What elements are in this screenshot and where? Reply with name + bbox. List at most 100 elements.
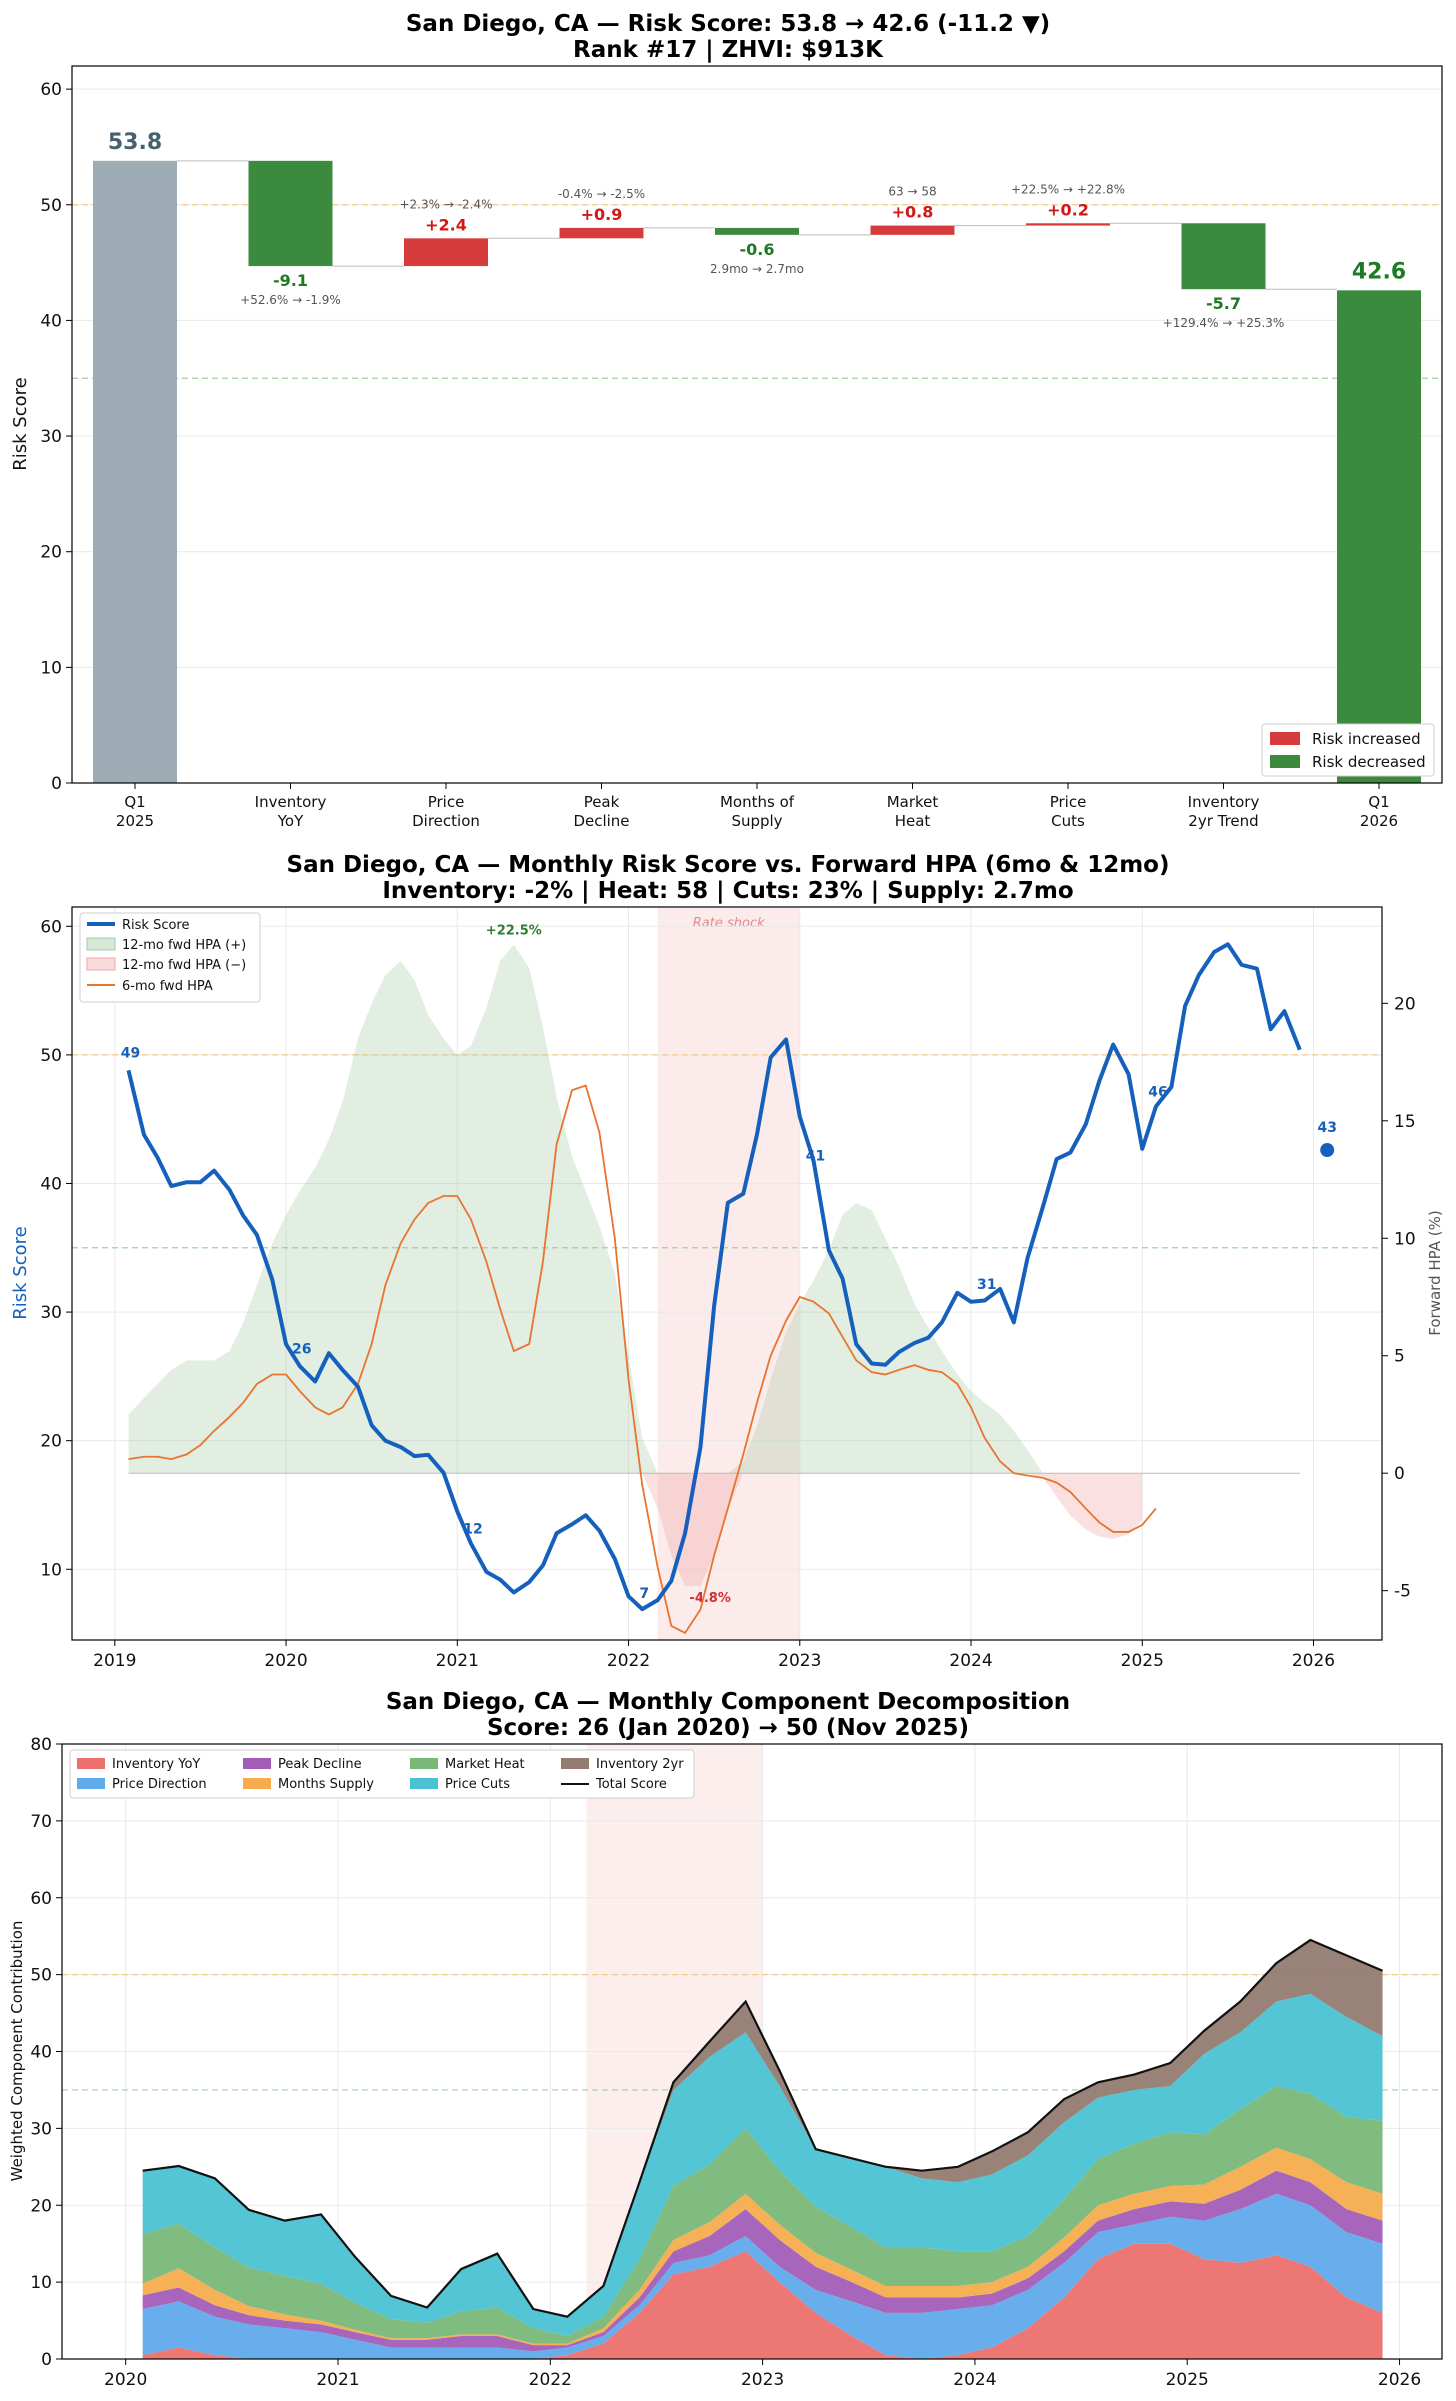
y-tick-label: 40	[40, 311, 62, 331]
x-tick-label: Market	[887, 793, 939, 811]
step-bar	[404, 238, 488, 267]
x-tick-label: Decline	[573, 812, 629, 830]
legend-swatch-inventory-2yr	[561, 1758, 589, 1769]
y-tick-label: 0	[41, 2350, 52, 2370]
x-tick-label: 2019	[93, 1651, 136, 1671]
x-tick-label: 2023	[741, 2370, 784, 2390]
y-tick-label: 10	[40, 658, 62, 678]
waterfall-legend: Risk increased Risk decreased	[1261, 723, 1435, 777]
step-bar	[1181, 223, 1266, 290]
x-tick-label: 2024	[953, 2370, 996, 2390]
step-bar	[559, 227, 644, 239]
step-delta-label: +0.2	[1047, 200, 1089, 219]
step-delta-label: +0.8	[892, 203, 934, 222]
decomposition-legend: Inventory YoY Price Direction Peak Decli…	[69, 1749, 695, 1799]
step-delta-label: -9.1	[273, 271, 308, 290]
hpa-6mo-line	[128, 1084, 1157, 1635]
risk-hpa-legend: Risk Score 12-mo fwd HPA (+) 12-mo fwd H…	[79, 912, 261, 1003]
area-price-cuts	[142, 1993, 1383, 2336]
legend-swatch-price-direction	[77, 1778, 105, 1789]
legend-label-hpa6: 6-mo fwd HPA	[122, 979, 213, 994]
y-right-tick-label: 15	[1394, 1112, 1416, 1132]
step-bar	[715, 227, 799, 235]
y-right-tick-label: -5	[1394, 1582, 1411, 1602]
x-tick-label: Inventory	[255, 793, 327, 811]
legend-swatch-inventory-yoy	[77, 1758, 105, 1769]
x-tick-label: Price	[1050, 793, 1087, 811]
step-delta-label: +0.9	[581, 205, 623, 224]
legend-label-risk: Risk Score	[122, 918, 190, 933]
risk-point-label: 7	[639, 1586, 649, 1602]
x-tick-label: YoY	[277, 812, 304, 830]
x-tick-label: 2021	[316, 2370, 359, 2390]
decomposition-plot-frame	[61, 1743, 1443, 2360]
y-tick-label: 0	[51, 774, 62, 794]
legend-label-increase: Risk increased	[1312, 730, 1421, 748]
risk-hpa-subtitle: Inventory: -2% | Heat: 58 | Cuts: 23% | …	[382, 878, 1073, 904]
y-tick-label: 50	[40, 196, 62, 216]
x-tick-label: Peak	[584, 793, 620, 811]
risk-point-label: 12	[463, 1522, 482, 1538]
legend-label-price-direction: Price Direction	[112, 1777, 207, 1792]
x-tick-label: 2022	[529, 2370, 572, 2390]
waterfall-chart: San Diego, CA — Risk Score: 53.8 → 42.6 …	[10, 11, 1443, 830]
y-tick-label: 80	[30, 1735, 52, 1755]
start-bar	[93, 160, 177, 783]
step-bar	[248, 160, 333, 267]
area-peak-decline	[142, 2170, 1383, 2352]
x-tick-label: 2025	[116, 812, 154, 830]
risk-point-label: 26	[292, 1342, 311, 1358]
decomposition-title: San Diego, CA — Monthly Component Decomp…	[386, 1689, 1070, 1715]
legend-label-peak-decline: Peak Decline	[278, 1757, 362, 1772]
risk-score-line	[126, 942, 1302, 1612]
legend-label-price-cuts: Price Cuts	[445, 1777, 510, 1792]
legend-label-months-supply: Months Supply	[278, 1777, 374, 1792]
waterfall-subtitle: Rank #17 | ZHVI: $913K	[573, 37, 884, 63]
x-tick-label: Months of	[720, 793, 795, 811]
legend-label-total: Total Score	[595, 1777, 667, 1792]
step-note: +52.6% → -1.9%	[240, 293, 341, 307]
y-tick-label: 30	[40, 427, 62, 447]
area-market-heat	[142, 2086, 1383, 2344]
x-tick-label: Q1	[124, 793, 145, 811]
x-tick-label: 2025	[1166, 2370, 1209, 2390]
y-tick-label: 60	[40, 917, 62, 937]
risk-point-label: 49	[121, 1046, 140, 1062]
total-score-line	[142, 1938, 1383, 2318]
risk-hpa-plot-frame	[71, 906, 1383, 1641]
y-tick-label: 10	[40, 1560, 62, 1580]
step-note: +129.4% → +25.3%	[1163, 316, 1285, 330]
step-note: +2.3% → -2.4%	[399, 197, 492, 211]
y-tick-label: 20	[40, 543, 62, 563]
x-tick-label: 2yr Trend	[1188, 812, 1258, 830]
y-right-tick-label: 10	[1394, 1229, 1416, 1249]
y-tick-label: 50	[40, 1046, 62, 1066]
y-right-tick-label: 0	[1394, 1464, 1405, 1484]
risk-point-label: 31	[977, 1277, 996, 1293]
legend-label-hpa-neg: 12-mo fwd HPA (−)	[122, 958, 246, 973]
x-tick-label: Cuts	[1051, 812, 1085, 830]
legend-swatch-price-cuts	[410, 1778, 438, 1789]
y-tick-label: 40	[30, 2043, 52, 2063]
step-note: 2.9mo → 2.7mo	[710, 262, 804, 276]
legend-swatch-decrease	[1270, 755, 1300, 768]
risk-vs-hpa-chart: San Diego, CA — Monthly Risk Score vs. F…	[10, 852, 1444, 1671]
end-value-label: 42.6	[1352, 259, 1406, 284]
end-bar	[1337, 290, 1421, 783]
y-tick-label: 70	[30, 1812, 52, 1832]
step-delta-label: -0.6	[740, 240, 775, 259]
y-tick-label: 30	[30, 2119, 52, 2139]
waterfall-plot-frame	[71, 65, 1443, 784]
x-tick-label: 2024	[949, 1651, 992, 1671]
decomposition-subtitle: Score: 26 (Jan 2020) → 50 (Nov 2025)	[487, 1715, 969, 1741]
y-right-tick-label: 20	[1394, 994, 1416, 1014]
x-tick-label: 2025	[1121, 1651, 1164, 1671]
waterfall-title: San Diego, CA — Risk Score: 53.8 → 42.6 …	[406, 11, 1050, 37]
area-inventory-yoy	[142, 2243, 1383, 2359]
rate-shock-band	[657, 907, 800, 1640]
rate-shock-label: Rate shock	[693, 916, 765, 931]
hpa-trough-label: -4.8%	[689, 1591, 730, 1606]
y-tick-label: 10	[30, 2273, 52, 2293]
step-note: -0.4% → -2.5%	[558, 187, 645, 201]
legend-label-inventory-2yr: Inventory 2yr	[596, 1757, 684, 1772]
